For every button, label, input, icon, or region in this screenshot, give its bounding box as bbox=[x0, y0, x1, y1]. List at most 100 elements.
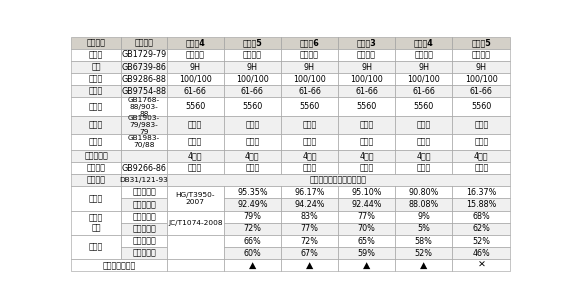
Text: 61-66: 61-66 bbox=[412, 87, 435, 96]
Bar bbox=[121, 150, 167, 162]
Text: 无异常: 无异常 bbox=[359, 137, 374, 146]
Bar bbox=[167, 211, 224, 235]
Text: GB6739-86: GB6739-86 bbox=[121, 63, 167, 71]
Bar bbox=[71, 134, 121, 150]
Text: 硬度: 硬度 bbox=[91, 63, 101, 71]
Text: 9H: 9H bbox=[247, 63, 258, 71]
Bar bbox=[338, 97, 395, 116]
Text: 92.49%: 92.49% bbox=[237, 200, 268, 209]
Text: 无异常: 无异常 bbox=[188, 120, 202, 129]
Text: 100/100: 100/100 bbox=[465, 75, 498, 84]
Text: 光滑平整: 光滑平整 bbox=[357, 50, 376, 59]
Bar bbox=[395, 211, 452, 223]
Bar bbox=[281, 162, 338, 174]
Text: 9%: 9% bbox=[417, 212, 430, 221]
Text: 洗刷实验后: 洗刷实验后 bbox=[132, 249, 156, 258]
Bar bbox=[395, 85, 452, 97]
Text: 无异常: 无异常 bbox=[302, 163, 316, 173]
Text: 实施例4: 实施例4 bbox=[185, 38, 205, 47]
Text: 9H: 9H bbox=[190, 63, 201, 71]
Text: 4个月: 4个月 bbox=[474, 151, 489, 160]
Bar bbox=[281, 85, 338, 97]
Bar bbox=[167, 61, 224, 73]
Text: 抗菌均匀性评价: 抗菌均匀性评价 bbox=[102, 261, 136, 270]
Text: 100/100: 100/100 bbox=[350, 75, 383, 84]
Bar bbox=[395, 134, 452, 150]
Bar bbox=[167, 37, 224, 49]
Bar bbox=[71, 150, 121, 162]
Text: GB1903-
79/983-
79: GB1903- 79/983- 79 bbox=[128, 115, 160, 135]
Text: 96.17%: 96.17% bbox=[294, 188, 325, 197]
Text: 耐磨性: 耐磨性 bbox=[89, 102, 103, 111]
Text: 83%: 83% bbox=[301, 212, 318, 221]
Bar bbox=[338, 199, 395, 211]
Text: GB1983-
70/88: GB1983- 70/88 bbox=[128, 135, 160, 148]
Bar bbox=[452, 199, 510, 211]
Bar bbox=[224, 37, 281, 49]
Bar bbox=[71, 73, 121, 85]
Text: 16.37%: 16.37% bbox=[466, 188, 497, 197]
Text: 58%: 58% bbox=[415, 237, 433, 246]
Text: 抗菌率: 抗菌率 bbox=[89, 194, 103, 203]
Bar bbox=[281, 116, 338, 134]
Bar bbox=[395, 73, 452, 85]
Text: 72%: 72% bbox=[301, 237, 319, 246]
Bar bbox=[71, 97, 121, 116]
Bar bbox=[224, 61, 281, 73]
Text: 67%: 67% bbox=[301, 249, 319, 258]
Text: 9H: 9H bbox=[304, 63, 315, 71]
Bar bbox=[338, 162, 395, 174]
Text: 无异常: 无异常 bbox=[246, 120, 260, 129]
Text: 61-66: 61-66 bbox=[355, 87, 378, 96]
Text: GB1729-79: GB1729-79 bbox=[121, 50, 167, 59]
Bar bbox=[395, 116, 452, 134]
Text: 无异常: 无异常 bbox=[302, 137, 316, 146]
Bar bbox=[281, 134, 338, 150]
Bar bbox=[71, 235, 121, 259]
Text: 洗刷实验前: 洗刷实验前 bbox=[132, 237, 156, 246]
Text: 100/100: 100/100 bbox=[236, 75, 269, 84]
Text: 无异常: 无异常 bbox=[188, 137, 202, 146]
Text: 光滑平整: 光滑平整 bbox=[414, 50, 433, 59]
Text: 9H: 9H bbox=[361, 63, 372, 71]
Text: 5560: 5560 bbox=[413, 102, 434, 111]
Bar bbox=[167, 116, 224, 134]
Bar bbox=[281, 150, 338, 162]
Text: GB9754-88: GB9754-88 bbox=[121, 87, 167, 96]
Text: 4个月: 4个月 bbox=[302, 151, 317, 160]
Text: 100/100: 100/100 bbox=[293, 75, 326, 84]
Bar bbox=[395, 247, 452, 259]
Bar bbox=[71, 174, 121, 186]
Text: GB1768-
88/903-
88: GB1768- 88/903- 88 bbox=[128, 97, 160, 117]
Text: 5560: 5560 bbox=[185, 102, 205, 111]
Bar bbox=[121, 116, 167, 134]
Bar bbox=[338, 223, 395, 235]
Text: 9H: 9H bbox=[476, 63, 487, 71]
Text: GB9266-86: GB9266-86 bbox=[121, 163, 167, 173]
Bar bbox=[167, 97, 224, 116]
Bar bbox=[395, 186, 452, 199]
Bar bbox=[338, 73, 395, 85]
Bar bbox=[121, 174, 167, 186]
Bar bbox=[395, 97, 452, 116]
Bar bbox=[281, 61, 338, 73]
Bar bbox=[281, 235, 338, 247]
Text: 无异常: 无异常 bbox=[359, 120, 374, 129]
Bar bbox=[338, 186, 395, 199]
Text: 符合工业产品安全卫生标准: 符合工业产品安全卫生标准 bbox=[310, 176, 367, 185]
Bar bbox=[224, 199, 281, 211]
Text: 光滑平整: 光滑平整 bbox=[300, 50, 319, 59]
Bar bbox=[167, 73, 224, 85]
Text: 61-66: 61-66 bbox=[184, 87, 206, 96]
Bar bbox=[395, 223, 452, 235]
Text: 52%: 52% bbox=[472, 237, 490, 246]
Text: 平整度: 平整度 bbox=[89, 50, 103, 59]
Bar bbox=[167, 85, 224, 97]
Bar bbox=[224, 49, 281, 61]
Text: 耐洗刷性: 耐洗刷性 bbox=[87, 163, 105, 173]
Text: ▲: ▲ bbox=[420, 261, 428, 270]
Bar bbox=[224, 73, 281, 85]
Text: 72%: 72% bbox=[243, 224, 261, 233]
Bar bbox=[281, 37, 338, 49]
Text: ▲: ▲ bbox=[363, 261, 370, 270]
